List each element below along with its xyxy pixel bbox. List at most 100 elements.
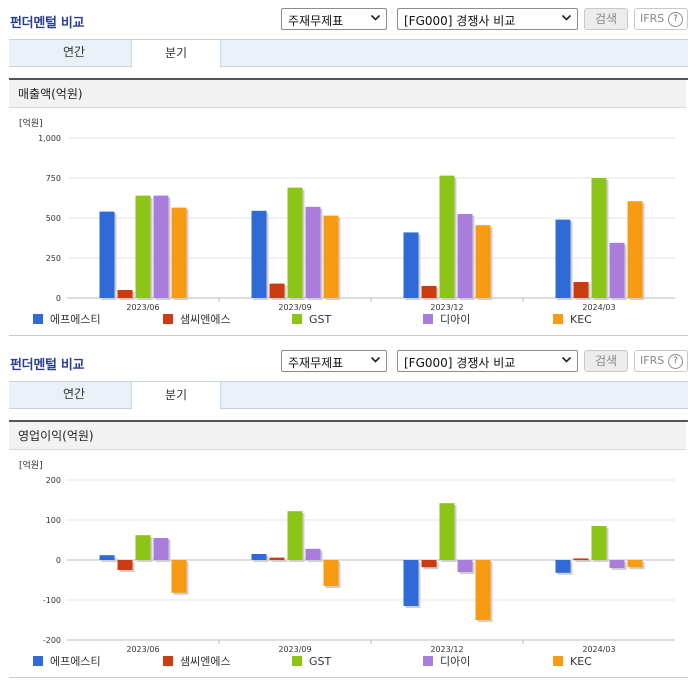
statement-select-value: 주재무제표 xyxy=(288,356,344,370)
chart-title: 매출액(억원) xyxy=(9,80,686,108)
compare-select-value: [FG000] 경쟁사 비교 xyxy=(404,356,516,370)
bar xyxy=(627,201,643,298)
tab-quarterly[interactable]: 분기 xyxy=(131,381,221,410)
legend-swatch xyxy=(553,314,563,324)
legend-label: 샘씨엔에스 xyxy=(180,655,231,668)
x-tick-label: 2023/09 xyxy=(278,645,311,654)
fundamental-section-operating-profit: 펀더멘털 비교 주재무제표 [FG000] 경쟁사 비교 검색 IFRS ? 연… xyxy=(0,342,696,684)
operating-profit-bar-chart: [억원] -200 -100 0 100 200 2023/06 2023/09 2023/12… xyxy=(19,459,675,668)
bar xyxy=(251,210,267,298)
legend-label: GST xyxy=(309,313,332,326)
x-tick-label: 2023/09 xyxy=(278,303,311,312)
y-tick-label: 250 xyxy=(46,254,61,263)
bar xyxy=(99,555,115,560)
ifrs-label: IFRS xyxy=(640,12,665,25)
chart-panel: 영업이익(억원) [억원] -200 -100 0 100 200 2023/06 2023/… xyxy=(9,420,688,678)
bar xyxy=(591,178,607,298)
bar xyxy=(457,560,473,572)
y-tick-label: -200 xyxy=(43,636,61,645)
bar xyxy=(269,557,285,560)
legend-label: KEC xyxy=(570,313,592,326)
ifrs-help-button[interactable]: IFRS ? xyxy=(634,8,688,30)
bar xyxy=(171,207,187,298)
bar xyxy=(475,560,491,620)
legend-swatch xyxy=(553,656,563,666)
legend-label: 에프에스티 xyxy=(50,655,101,668)
bar xyxy=(251,554,267,560)
y-tick-label: 500 xyxy=(46,214,61,223)
ifrs-label: IFRS xyxy=(640,354,665,367)
bar xyxy=(421,560,437,568)
legend-swatch xyxy=(423,314,433,324)
compare-select-value: [FG000] 경쟁사 비교 xyxy=(404,14,516,28)
legend-swatch xyxy=(292,314,302,324)
x-tick-label: 2023/06 xyxy=(126,303,159,312)
bar xyxy=(287,511,303,560)
section-title: 펀더멘털 비교 xyxy=(10,16,85,31)
x-tick-label: 2024/03 xyxy=(582,645,615,654)
period-tabs: 연간 분기 xyxy=(9,381,688,410)
bar xyxy=(573,282,589,298)
tab-annual[interactable]: 연간 xyxy=(62,387,86,401)
x-tick-label: 2024/03 xyxy=(582,303,615,312)
bar xyxy=(421,286,437,298)
bar xyxy=(457,214,473,298)
compare-select[interactable]: [FG000] 경쟁사 비교 xyxy=(397,350,578,372)
y-tick-label: 1,000 xyxy=(38,134,61,143)
bar xyxy=(171,560,187,593)
legend-swatch xyxy=(423,656,433,666)
statement-select[interactable]: 주재무제표 xyxy=(281,8,387,30)
y-tick-label: 100 xyxy=(46,516,61,525)
chevron-down-icon xyxy=(370,14,381,21)
fundamental-section-sales: 펀더멘털 비교 주재무제표 [FG000] 경쟁사 비교 검색 IFRS ? 연… xyxy=(0,0,696,336)
compare-select[interactable]: [FG000] 경쟁사 비교 xyxy=(397,8,578,30)
legend-swatch xyxy=(163,656,173,666)
bar xyxy=(555,560,571,573)
legend-swatch xyxy=(292,656,302,666)
bar xyxy=(573,558,589,560)
section-title: 펀더멘털 비교 xyxy=(10,358,85,373)
section-header: 펀더멘털 비교 주재무제표 [FG000] 경쟁사 비교 검색 IFRS ? xyxy=(0,0,696,34)
statement-select-value: 주재무제표 xyxy=(288,14,344,28)
chevron-down-icon xyxy=(561,356,572,363)
y-tick-label: 0 xyxy=(56,556,61,565)
tab-annual[interactable]: 연간 xyxy=(62,45,86,59)
bar xyxy=(117,560,133,570)
search-button[interactable]: 검색 xyxy=(584,350,628,372)
section-header: 펀더멘털 비교 주재무제표 [FG000] 경쟁사 비교 검색 IFRS ? xyxy=(0,342,696,376)
statement-select[interactable]: 주재무제표 xyxy=(281,350,387,372)
chevron-down-icon xyxy=(561,14,572,21)
sales-bar-chart: [억원] 0 250 500 750 1,000 2023/06 2023/09 2023/12… xyxy=(19,117,675,326)
chevron-down-icon xyxy=(370,356,381,363)
help-icon: ? xyxy=(668,354,683,369)
bar-shadow xyxy=(575,560,591,562)
x-tick-label: 2023/12 xyxy=(430,303,463,312)
bar xyxy=(403,232,419,298)
bar xyxy=(153,538,169,560)
unit-label: [억원] xyxy=(19,117,43,129)
y-tick-label: 200 xyxy=(46,476,61,485)
bar xyxy=(135,535,151,560)
y-tick-label: 750 xyxy=(46,174,61,183)
x-tick-label: 2023/12 xyxy=(430,645,463,654)
bar xyxy=(475,225,491,298)
bar xyxy=(305,206,321,298)
legend-label: KEC xyxy=(570,655,592,668)
ifrs-help-button[interactable]: IFRS ? xyxy=(634,350,688,372)
bar xyxy=(439,175,455,298)
chart-panel: 매출액(억원) [억원] 0 250 500 750 1,000 2023/06 2023/0… xyxy=(9,78,688,336)
bar-shadow xyxy=(271,559,287,562)
bar xyxy=(117,290,133,298)
legend-label: GST xyxy=(309,655,332,668)
legend-label: 샘씨엔에스 xyxy=(180,313,231,326)
legend-label: 디아이 xyxy=(440,655,470,668)
unit-label: [억원] xyxy=(19,459,43,471)
legend-label: 에프에스티 xyxy=(50,313,101,326)
bar xyxy=(323,215,339,298)
y-tick-label: -100 xyxy=(43,596,61,605)
search-button[interactable]: 검색 xyxy=(584,8,628,30)
bar xyxy=(439,503,455,560)
bar xyxy=(609,560,625,568)
bar xyxy=(609,242,625,298)
tab-quarterly[interactable]: 분기 xyxy=(131,39,221,68)
